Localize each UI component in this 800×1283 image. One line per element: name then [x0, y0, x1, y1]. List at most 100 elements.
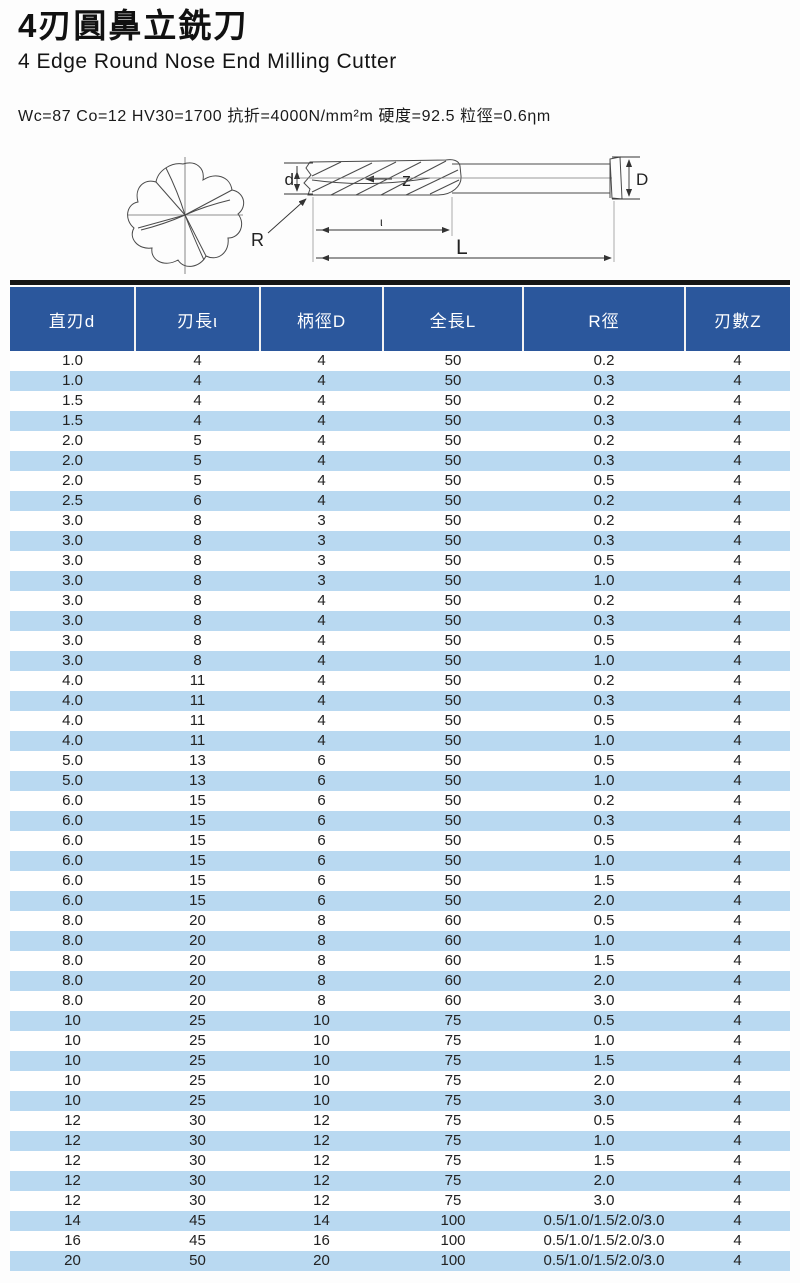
table-cell: 4 — [733, 452, 742, 469]
table-row: 12 30 12 75 0.5 4 — [10, 1111, 790, 1131]
table-cell: 50 — [444, 752, 462, 769]
table-cell: 50 — [444, 492, 462, 509]
table-row: 1.0 4 4 50 0.3 4 — [10, 371, 790, 391]
table-cell: 4 — [733, 872, 742, 889]
table-cell: 0.2 — [593, 672, 615, 689]
table-cell: 8 — [193, 592, 202, 609]
table-cell: 4 — [733, 852, 742, 869]
table-cell: 25 — [189, 1052, 206, 1069]
table-cell: 5.0 — [62, 752, 83, 769]
table-cell: 4 — [733, 912, 742, 929]
table-cell: 10 — [313, 1092, 330, 1109]
table-cell: 6 — [317, 752, 326, 769]
table-row: 2.0 5 4 50 0.5 4 — [10, 471, 790, 491]
table-row: 1.5 4 4 50 0.3 4 — [10, 411, 790, 431]
table-cell: 75 — [444, 1052, 462, 1069]
table-cell: 60 — [444, 992, 462, 1009]
shank-dia-label: D — [636, 170, 648, 189]
table-cell: 11 — [189, 672, 206, 689]
table-row: 3.0 8 4 50 1.0 4 — [10, 651, 790, 671]
table-cell: 4 — [317, 372, 326, 389]
table-cell: 4 — [733, 732, 742, 749]
table-row: 14 45 14 100 0.5/1.0/1.5/2.0/3.0 4 — [10, 1211, 790, 1231]
table-cell: 12 — [313, 1192, 330, 1209]
table-cell: 75 — [444, 1172, 462, 1189]
table-cell: 15 — [189, 832, 206, 849]
table-cell: 5.0 — [62, 772, 83, 789]
table-cell: 3.0 — [62, 552, 83, 569]
spec-table: 直刃d 刃長ι 柄徑D 全長L R徑 刃數Z 1.0 4 4 50 0.2 4 1.0 4 4 5… — [10, 287, 790, 1271]
table-cell: 4 — [733, 1012, 742, 1029]
table-row: 3.0 8 3 50 0.5 4 — [10, 551, 790, 571]
table-cell: 12 — [64, 1132, 81, 1149]
table-cell: 8 — [317, 912, 326, 929]
table-cell: 50 — [444, 892, 462, 909]
table-row: 2.0 5 4 50 0.3 4 — [10, 451, 790, 471]
table-cell: 75 — [444, 1012, 462, 1029]
table-cell: 16 — [64, 1232, 81, 1249]
table-cell: 4 — [733, 612, 742, 629]
table-cell: 0.3 — [593, 812, 615, 829]
table-cell: 5 — [193, 472, 202, 489]
table-cell: 12 — [64, 1152, 81, 1169]
table-row: 4.0 11 4 50 0.5 4 — [10, 711, 790, 731]
table-cell: 50 — [444, 552, 462, 569]
table-cell: 75 — [444, 1032, 462, 1049]
cutting-dia-dimension — [284, 162, 313, 195]
table-cell: 4 — [317, 492, 326, 509]
table-cell: 0.2 — [593, 492, 615, 509]
table-cell: 12 — [64, 1172, 81, 1189]
table-cell: 4 — [733, 832, 742, 849]
table-cell: 3.0 — [593, 1192, 615, 1209]
table-cell: 4 — [733, 352, 742, 369]
table-row: 3.0 8 4 50 0.3 4 — [10, 611, 790, 631]
table-cell: 4 — [733, 412, 742, 429]
table-cell: 3 — [317, 512, 326, 529]
table-cell: 12 — [64, 1112, 81, 1129]
table-cell: 50 — [444, 772, 462, 789]
table-cell: 4 — [733, 752, 742, 769]
table-cell: 20 — [189, 972, 206, 989]
table-cell: 0.5 — [593, 472, 615, 489]
table-cell: 50 — [444, 652, 462, 669]
table-cell: 4 — [317, 592, 326, 609]
table-cell: 20 — [189, 912, 206, 929]
table-cell: 6 — [193, 492, 202, 509]
table-cell: 50 — [444, 712, 462, 729]
table-cell: 10 — [313, 1032, 330, 1049]
table-cell: 4 — [733, 1172, 742, 1189]
table-cell: 0.3 — [593, 612, 615, 629]
table-cell: 0.2 — [593, 512, 615, 529]
table-cell: 50 — [444, 852, 462, 869]
col-header-flute-count: 刃數Z — [685, 287, 790, 351]
table-cell: 4 — [733, 472, 742, 489]
corner-radius-callout: R — [251, 198, 307, 250]
table-cell: 60 — [444, 952, 462, 969]
table-cell: 6 — [317, 772, 326, 789]
table-cell: 50 — [444, 532, 462, 549]
table-cell: 6 — [317, 892, 326, 909]
table-cell: 4.0 — [62, 672, 83, 689]
table-cell: 3.0 — [62, 652, 83, 669]
table-cell: 15 — [189, 872, 206, 889]
cutting-dia-label: d — [285, 170, 294, 189]
table-cell: 4 — [193, 352, 202, 369]
spec-table-area: 直刃d 刃長ι 柄徑D 全長L R徑 刃數Z 1.0 4 4 50 0.2 4 1.0 4 4 5… — [10, 280, 790, 1271]
table-cell: 50 — [444, 632, 462, 649]
table-cell: 11 — [189, 732, 206, 749]
col-header-overall-length: 全長L — [383, 287, 524, 351]
table-cell: 4 — [317, 432, 326, 449]
table-cell: 3.0 — [62, 532, 83, 549]
table-cell: 2.0 — [593, 1172, 615, 1189]
table-cell: 3.0 — [62, 632, 83, 649]
table-cell: 8 — [193, 512, 202, 529]
table-top-rule — [10, 280, 790, 285]
table-cell: 4 — [733, 792, 742, 809]
corner-radius-label: R — [251, 230, 264, 250]
table-row: 8.0 20 8 60 2.0 4 — [10, 971, 790, 991]
table-cell: 0.5 — [593, 752, 615, 769]
table-cell: 8 — [193, 612, 202, 629]
table-cell: 15 — [189, 812, 206, 829]
table-cell: 25 — [189, 1072, 206, 1089]
table-cell: 12 — [64, 1192, 81, 1209]
